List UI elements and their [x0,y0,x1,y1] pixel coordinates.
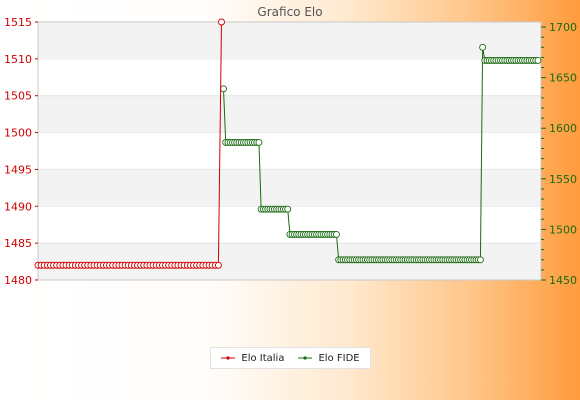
elo-fide-point [479,43,487,51]
plot-background [38,22,541,280]
right-tick-label: 1550 [549,173,577,186]
elo-italia-point [218,18,225,26]
elo-fide-point [476,256,484,264]
elo-italia-point [214,261,222,269]
chart-title: Grafico Elo [257,5,322,19]
grid-band [38,22,541,59]
left-tick-label: 1485 [4,237,32,250]
left-tick-label: 1510 [4,53,32,66]
legend-item-elo-italia: Elo Italia [221,353,284,364]
right-tick-label: 1650 [549,72,577,85]
plot-frame [37,21,542,281]
elo-fide-point [255,138,263,146]
legend-label-elo-fide: Elo FIDE [318,352,360,364]
right-tick-label: 1600 [549,122,577,135]
left-tick-label: 1495 [4,163,32,176]
left-tick-label: 1505 [4,90,32,103]
left-tick-label: 1480 [4,274,32,287]
series-elo-fide [220,43,542,264]
left-tick-label: 1515 [4,16,32,29]
left-tick-label: 1500 [4,127,32,140]
elo-fide-point [333,231,340,238]
grid-band [38,95,541,133]
right-axis-ticks: 1450 1500 1550 1600 1650 1700 [541,21,577,287]
legend-swatch-elo-italia [221,356,236,360]
legend-swatch-elo-fide [298,356,313,360]
legend-label-elo-italia: Elo Italia [241,352,285,364]
elo-fide-point [220,85,227,93]
right-tick-label: 1700 [549,21,577,34]
right-tick-label: 1500 [549,223,577,236]
left-tick-label: 1490 [4,200,32,213]
elo-fide-point [534,56,542,64]
elo-fide-point [284,205,292,213]
legend: Elo Italia Elo FIDE [210,347,371,369]
legend-item-elo-fide: Elo FIDE [298,352,360,364]
series-elo-italia [34,18,225,269]
grid-band [38,169,541,207]
right-tick-label: 1450 [549,274,577,287]
grid-bands [38,21,541,280]
left-axis-ticks: 1480 1485 1490 1495 1500 1505 1510 1515 [4,16,38,287]
